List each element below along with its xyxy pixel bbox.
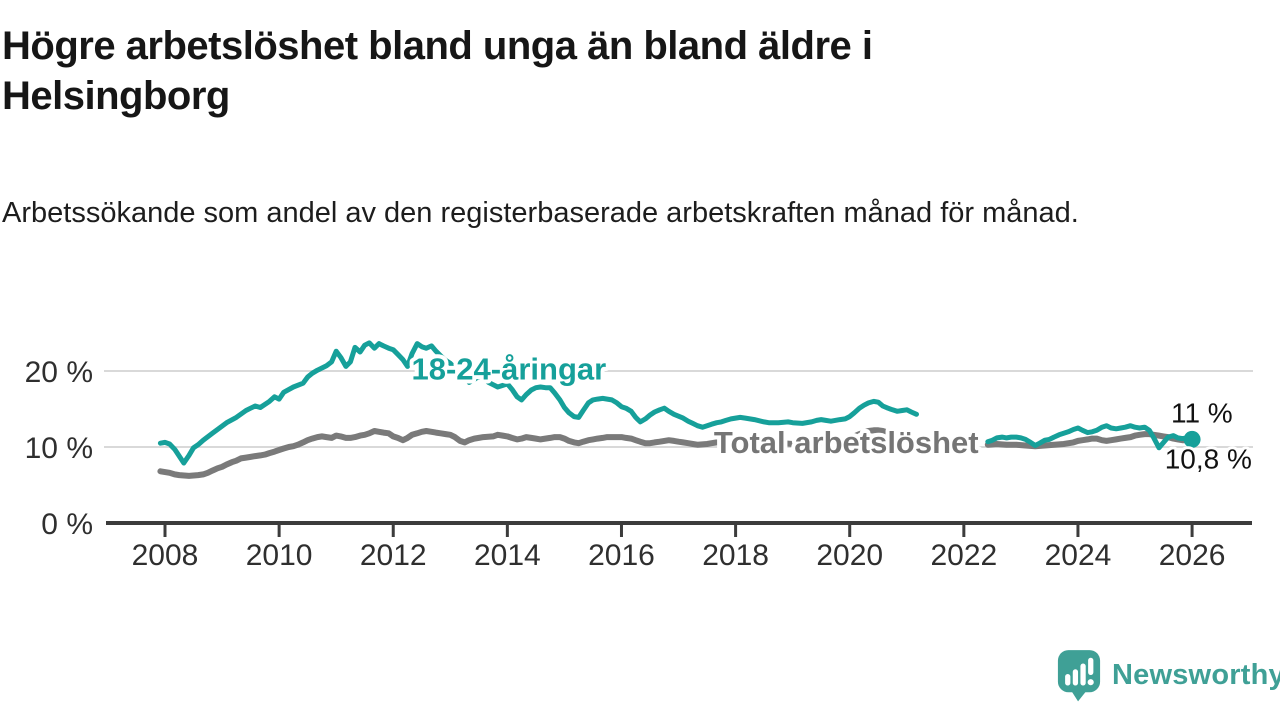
line-chart: 2008 2010 2012 2014 2016 2018 2020 2022 2024 2026… <box>25 340 1255 572</box>
newsworthy-logo-icon <box>1057 650 1101 702</box>
series-line <box>985 423 1195 451</box>
y-axis-labels: 0 % 10 % 20 % <box>25 356 93 541</box>
x-tick-label: 2008 <box>132 539 199 572</box>
newsworthy-wordmark: Newsworthy <box>1112 658 1280 691</box>
series-line <box>157 427 920 479</box>
series-lines <box>157 340 1201 479</box>
x-tick-label: 2014 <box>474 539 541 572</box>
series-label-total: Total arbetslöshet <box>714 425 979 460</box>
chart-subtitle: Arbetssökande som andel av den registerb… <box>2 197 1079 229</box>
x-tick-label: 2012 <box>360 539 427 572</box>
x-axis: 2008 2010 2012 2014 2016 2018 2020 2022 2024 2026 <box>106 521 1252 572</box>
series-line <box>984 431 1196 450</box>
page-title: Högre arbetslöshet bland unga än bland ä… <box>2 24 873 118</box>
series-label-young: 18-24-åringar <box>411 351 606 386</box>
y-tick-label: 0 % <box>41 508 93 541</box>
gridlines <box>104 370 1253 448</box>
series-line <box>157 340 919 466</box>
x-tick-label: 2010 <box>246 539 313 572</box>
y-tick-label: 20 % <box>25 356 93 389</box>
y-tick-label: 10 % <box>25 432 93 465</box>
newsworthy-brand: Newsworthy <box>1056 648 1280 702</box>
x-tick-label: 2016 <box>588 539 655 572</box>
series-end-dot <box>1183 430 1201 448</box>
x-tick-label: 2020 <box>816 539 883 572</box>
x-tick-label: 2026 <box>1159 539 1226 572</box>
end-value-label-young: 11 % <box>1171 398 1233 429</box>
x-tick-label: 2022 <box>930 539 997 572</box>
x-tick-label: 2024 <box>1045 539 1112 572</box>
x-tick-label: 2018 <box>702 539 769 572</box>
end-value-label-total: 10,8 % <box>1165 443 1252 474</box>
